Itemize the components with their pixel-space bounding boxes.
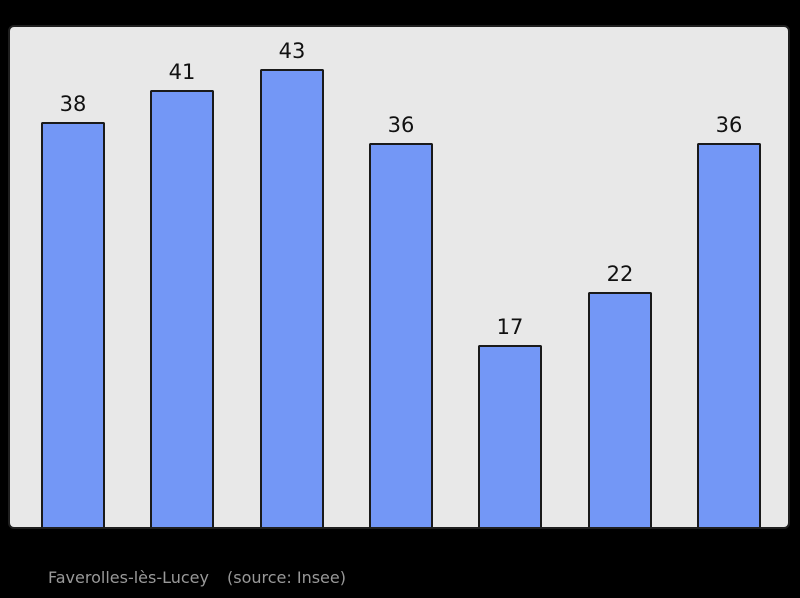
bar [41, 122, 105, 527]
caption: Faverolles-lès-Lucey (source: Insee) [48, 568, 346, 587]
bar [588, 292, 652, 527]
caption-title: Faverolles-lès-Lucey [48, 568, 209, 587]
caption-source: (source: Insee) [227, 568, 346, 587]
bar-group: 36 [369, 27, 433, 527]
bar-value-label: 41 [168, 59, 196, 84]
bar-group: 41 [150, 27, 214, 527]
bar-value-label: 22 [606, 261, 634, 286]
bar-group: 36 [697, 27, 761, 527]
bar [150, 90, 214, 527]
bar-group: 22 [588, 27, 652, 527]
bar-value-label: 36 [715, 112, 743, 137]
plot-area: 38 41 43 36 17 22 36 [10, 27, 788, 527]
bar-value-label: 17 [496, 314, 524, 339]
bar-value-label: 38 [59, 91, 87, 116]
bar-group: 43 [260, 27, 324, 527]
bar-group: 17 [478, 27, 542, 527]
bar-value-label: 36 [387, 112, 415, 137]
bar-value-label: 43 [278, 38, 306, 63]
bar-group: 38 [41, 27, 105, 527]
bar [478, 345, 542, 527]
bar [260, 69, 324, 527]
bar [697, 143, 761, 527]
bar [369, 143, 433, 527]
chart-frame: 38 41 43 36 17 22 36 [8, 25, 790, 529]
